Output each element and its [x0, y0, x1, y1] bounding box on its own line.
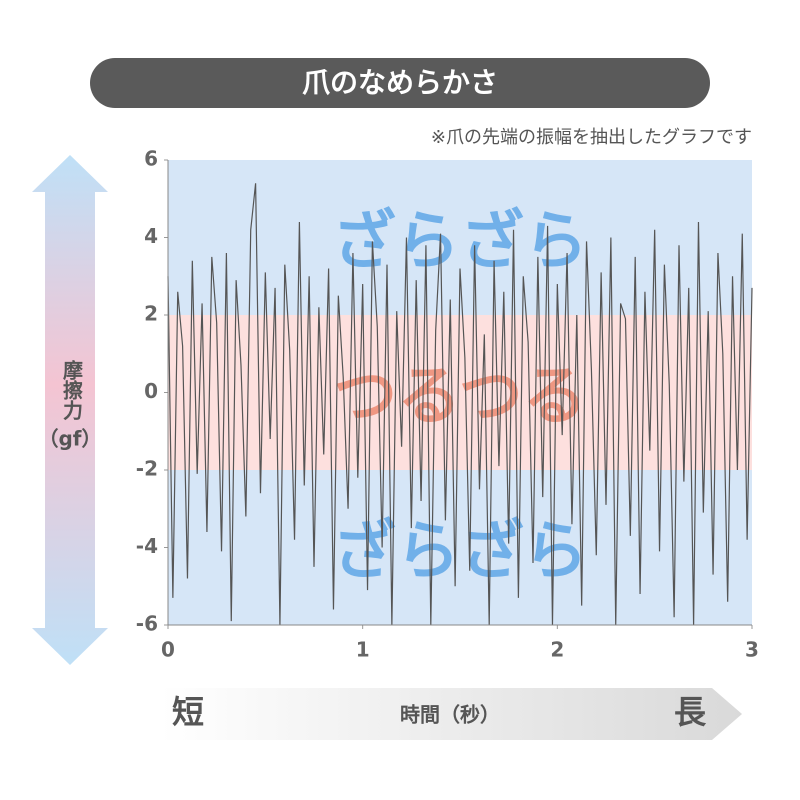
x-start-label: 短	[172, 693, 204, 731]
band-label: ざらざら	[332, 515, 588, 589]
band	[168, 470, 752, 625]
x-tick-label: 1	[356, 638, 370, 662]
band-label: ざらざら	[332, 205, 588, 279]
title-pill	[90, 58, 710, 108]
y-tick-label: -6	[136, 612, 158, 636]
y-tick-label: 0	[144, 379, 158, 403]
band-label: つるつる	[333, 360, 586, 434]
data-line	[167, 183, 753, 626]
y-tick-label: 2	[144, 302, 158, 326]
chart-title: 爪のなめらかさ	[302, 66, 498, 99]
x-arrow	[160, 688, 742, 740]
y-tick-label: 4	[144, 224, 158, 248]
y-tick-label: 6	[144, 147, 158, 171]
y-arrow	[32, 155, 108, 665]
band	[168, 315, 752, 470]
note: ※爪の先端の振幅を抽出したグラフです	[431, 127, 752, 148]
y-tick-label: -4	[136, 534, 158, 558]
x-label: 時間（秒）	[400, 703, 500, 727]
x-tick-label: 3	[745, 638, 759, 662]
y-unit: （gf）	[38, 427, 101, 451]
y-tick-label: -2	[136, 457, 158, 481]
y-label: 摩擦力	[60, 359, 84, 421]
x-tick-label: 2	[550, 638, 564, 662]
x-tick-label: 0	[161, 638, 175, 662]
x-end-label: 長	[674, 693, 707, 731]
